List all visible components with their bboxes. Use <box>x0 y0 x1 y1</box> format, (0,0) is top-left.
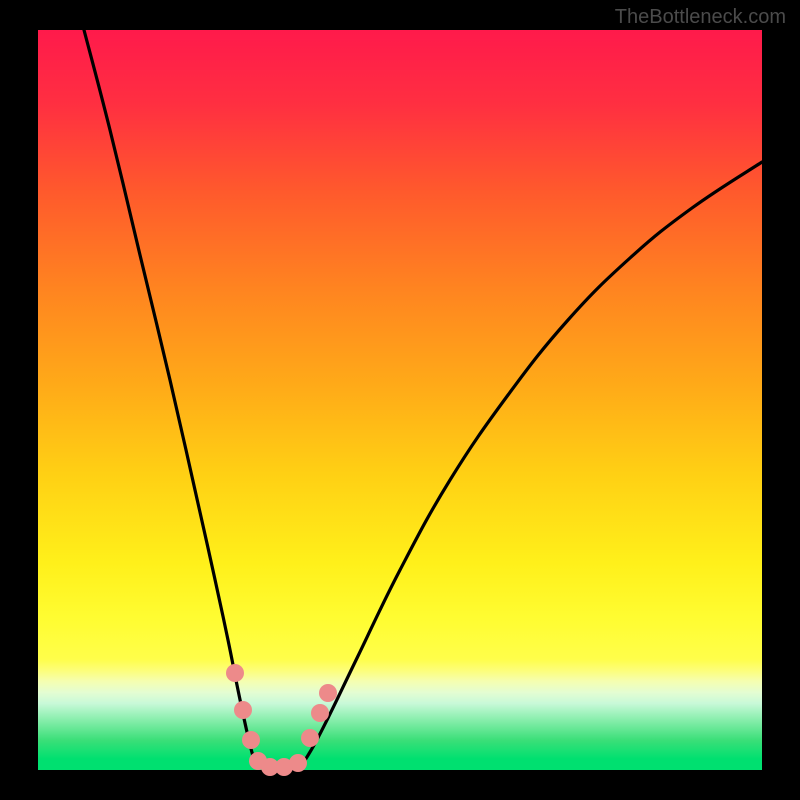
curve-marker <box>311 704 329 722</box>
plot-background-gradient <box>38 30 762 770</box>
watermark-text: TheBottleneck.com <box>615 6 786 29</box>
curve-marker <box>319 684 337 702</box>
curve-marker <box>301 729 319 747</box>
figure-root: TheBottleneck.com <box>0 0 800 800</box>
curve-marker <box>234 701 252 719</box>
bottleneck-chart <box>0 0 800 800</box>
curve-marker <box>226 664 244 682</box>
curve-marker <box>242 731 260 749</box>
curve-marker <box>289 754 307 772</box>
